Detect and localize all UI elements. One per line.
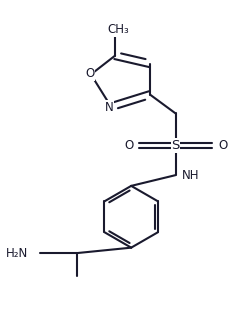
Text: N: N: [104, 101, 113, 114]
Text: S: S: [171, 139, 180, 152]
Text: O: O: [124, 139, 133, 152]
Text: O: O: [85, 67, 94, 80]
Text: NH: NH: [182, 169, 199, 182]
Text: CH₃: CH₃: [107, 23, 129, 36]
Text: O: O: [218, 139, 227, 152]
Text: H₂N: H₂N: [6, 246, 28, 259]
